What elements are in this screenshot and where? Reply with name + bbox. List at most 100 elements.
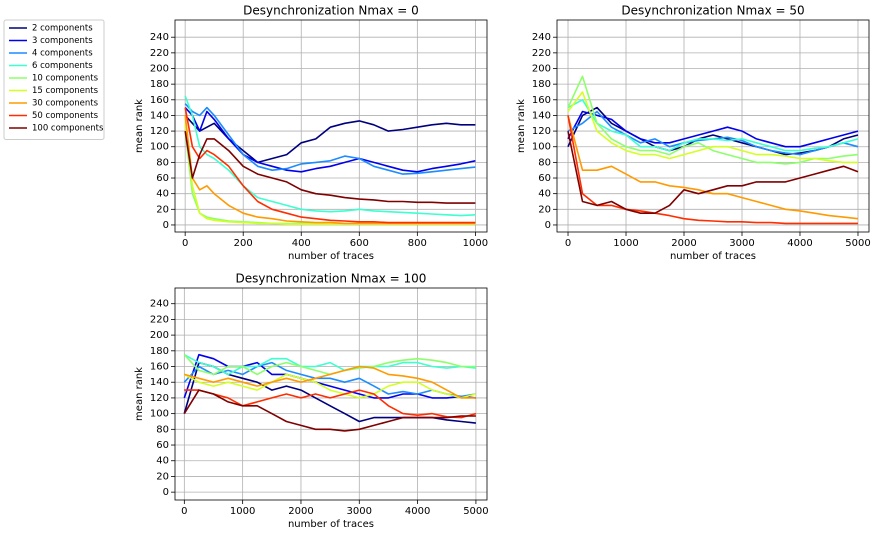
x-tick-label: 5000 [845, 238, 870, 249]
y-tick-label: 120 [150, 393, 169, 404]
series-line [184, 389, 477, 419]
y-axis-label: mean rank [134, 99, 145, 153]
y-tick-label: 60 [156, 440, 169, 451]
y-axis-label: mean rank [134, 367, 145, 421]
x-axis-label: number of traces [288, 519, 374, 530]
y-tick-label: 0 [545, 220, 551, 231]
x-tick-label: 1000 [230, 506, 255, 517]
series-line [184, 95, 476, 217]
legend: 2 components 3 components 4 components 6 co… [3, 19, 105, 140]
x-tick-label: 600 [350, 238, 369, 249]
x-tick-label: 400 [292, 238, 311, 249]
subplot: 0 1000 2000 3000 4000 5000 0 20 40 60 80 100 120 140 1… [516, 4, 871, 263]
y-tick-label: 100 [150, 142, 169, 153]
x-tick-label: 3000 [729, 238, 754, 249]
x-tick-label: 2000 [671, 238, 696, 249]
legend-label: 15 components [32, 86, 99, 96]
series-line [183, 354, 476, 376]
legend-label: 100 components [32, 124, 104, 134]
y-tick-label: 140 [150, 110, 169, 121]
y-tick-label: 240 [532, 32, 551, 43]
y-tick-label: 160 [150, 362, 169, 373]
y-tick-label: 40 [156, 189, 169, 200]
legend-label: 50 components [32, 111, 99, 121]
y-tick-label: 160 [532, 95, 551, 106]
x-tick-label: 4000 [787, 238, 812, 249]
legend-label: 4 components [32, 49, 93, 59]
series-line [567, 75, 859, 165]
y-tick-label: 100 [150, 409, 169, 420]
lines [567, 75, 859, 225]
legend-label: 6 components [32, 61, 93, 71]
x-tick-label: 4000 [405, 506, 430, 517]
series-line [184, 107, 476, 224]
y-tick-label: 20 [156, 471, 169, 482]
chart-title: Desynchronization Nmax = 100 [236, 272, 427, 286]
lines [183, 353, 477, 432]
y-tick-label: 0 [163, 220, 169, 231]
x-tick-label: 0 [182, 238, 188, 249]
y-tick-label: 220 [150, 314, 169, 325]
y-tick-label: 240 [150, 32, 169, 43]
legend-label: 2 components [32, 24, 93, 34]
y-tick-label: 60 [538, 173, 551, 184]
y-tick-label: 180 [532, 79, 551, 90]
series-line [184, 130, 476, 204]
x-tick-label: 2000 [288, 506, 313, 517]
y-axis-label: mean rank [516, 99, 527, 153]
x-tick-label: 800 [408, 238, 427, 249]
x-tick-label: 200 [234, 238, 253, 249]
y-tick-label: 140 [532, 110, 551, 121]
y-tick-label: 200 [532, 64, 551, 75]
y-tick-label: 40 [538, 189, 551, 200]
y-tick-label: 0 [163, 487, 169, 498]
x-tick-label: 5000 [463, 506, 488, 517]
y-tick-label: 140 [150, 377, 169, 388]
series-line [183, 353, 476, 399]
series-line [184, 103, 476, 175]
y-tick-label: 80 [538, 157, 551, 168]
y-tick-label: 40 [156, 456, 169, 467]
series-line [184, 114, 476, 164]
y-tick-label: 200 [150, 330, 169, 341]
y-tick-label: 120 [150, 126, 169, 137]
series-line [184, 107, 476, 173]
chart-title: Desynchronization Nmax = 50 [621, 4, 804, 18]
y-tick-label: 100 [532, 142, 551, 153]
subplot: 0 1000 2000 3000 4000 5000 0 20 40 60 80 100 120 140 1… [134, 272, 489, 531]
y-tick-label: 60 [156, 173, 169, 184]
subplot: 0 200 400 600 800 1000 0 20 40 60 80 100 120 140 160 18… [134, 4, 488, 263]
series-line [567, 91, 858, 164]
x-axis-label: number of traces [670, 251, 756, 262]
y-tick-label: 120 [532, 126, 551, 137]
y-tick-label: 180 [150, 79, 169, 90]
legend-label: 3 components [32, 36, 93, 46]
series-line [183, 389, 476, 432]
axes-frame [174, 19, 488, 233]
legend-label: 30 components [32, 99, 99, 109]
x-tick-label: 3000 [347, 506, 372, 517]
y-tick-label: 20 [156, 204, 169, 215]
y-tick-label: 80 [156, 157, 169, 168]
y-tick-label: 220 [532, 48, 551, 59]
y-tick-label: 180 [150, 346, 169, 357]
series-line [184, 123, 476, 225]
x-tick-label: 1000 [613, 238, 638, 249]
legend-label: 10 components [32, 74, 99, 84]
y-tick-label: 80 [156, 424, 169, 435]
y-tick-label: 160 [150, 95, 169, 106]
series-line [184, 365, 476, 399]
legend-box [3, 19, 105, 140]
chart-title: Desynchronization Nmax = 0 [243, 4, 419, 18]
y-tick-label: 200 [150, 64, 169, 75]
lines [184, 95, 476, 225]
x-tick-label: 1000 [463, 238, 488, 249]
series-line [567, 99, 859, 152]
y-tick-label: 220 [150, 48, 169, 59]
series-line [183, 373, 477, 399]
series-line [567, 130, 859, 214]
y-tick-label: 20 [538, 204, 551, 215]
axes-frame [556, 19, 870, 233]
series-line [567, 115, 858, 225]
